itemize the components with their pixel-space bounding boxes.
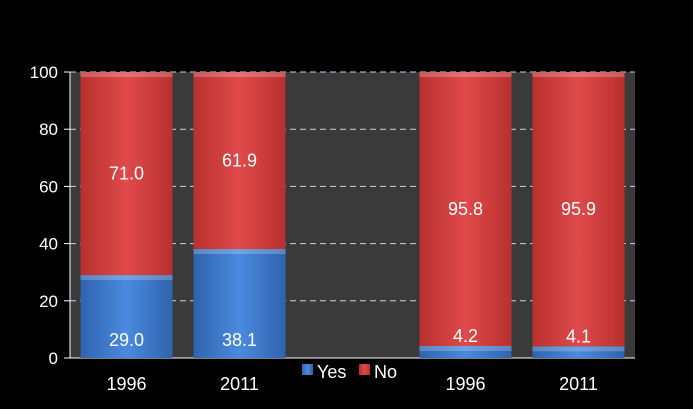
bar-yes-2011-1 [193, 249, 286, 358]
y-tick-label: 80 [39, 120, 58, 139]
y-tick-label: 60 [39, 177, 58, 196]
data-label-no: 71.0 [109, 164, 144, 184]
data-label-no: 95.8 [448, 199, 483, 219]
legend[interactable]: Yes No [302, 362, 397, 382]
data-label-yes: 4.2 [453, 326, 478, 346]
bar-highlight [80, 72, 173, 77]
bar-no-1996-3 [419, 72, 512, 346]
x-tick-label: 1996 [106, 374, 146, 394]
y-tick-label: 20 [39, 292, 58, 311]
bar-yes-2011-4 [532, 346, 625, 358]
legend-item-no[interactable]: No [359, 362, 397, 382]
legend-swatch-yes [302, 364, 313, 375]
legend-label-yes: Yes [317, 362, 346, 382]
legend-item-yes[interactable]: Yes [302, 362, 346, 382]
y-tick-label: 100 [30, 63, 58, 82]
bar-highlight [532, 346, 625, 352]
x-tick-label: 2011 [559, 374, 598, 394]
data-label-yes: 29.0 [109, 330, 144, 350]
bar-yes-1996-3 [419, 345, 512, 358]
x-axis: 1996 2011 1996 2011 [106, 374, 597, 394]
y-tick-label: 40 [39, 235, 58, 254]
legend-label-no: No [374, 362, 397, 382]
bar-highlight [193, 72, 286, 77]
bar-yes-1996-0 [80, 275, 173, 358]
bar-no-2011-1 [193, 72, 286, 250]
legend-swatch-no [359, 364, 370, 375]
bar-highlight [193, 249, 286, 255]
y-tick-label: 0 [49, 349, 58, 368]
data-label-yes: 38.1 [222, 330, 257, 350]
bar-no-2011-4 [532, 72, 625, 347]
x-tick-label: 1996 [445, 374, 485, 394]
bar-highlight [80, 275, 173, 281]
bar-highlight [419, 72, 512, 77]
data-label-no: 61.9 [222, 151, 257, 171]
bar-no-1996-0 [80, 72, 173, 276]
data-labels: 29.0 71.0 38.1 61.9 4.2 95.8 4.1 95.9 [109, 151, 596, 350]
bar-highlight [532, 72, 625, 77]
data-label-no: 95.9 [561, 199, 596, 219]
bar-highlight [419, 345, 512, 351]
bars [80, 72, 625, 358]
data-label-yes: 4.1 [566, 326, 591, 346]
x-tick-label: 2011 [220, 374, 259, 394]
